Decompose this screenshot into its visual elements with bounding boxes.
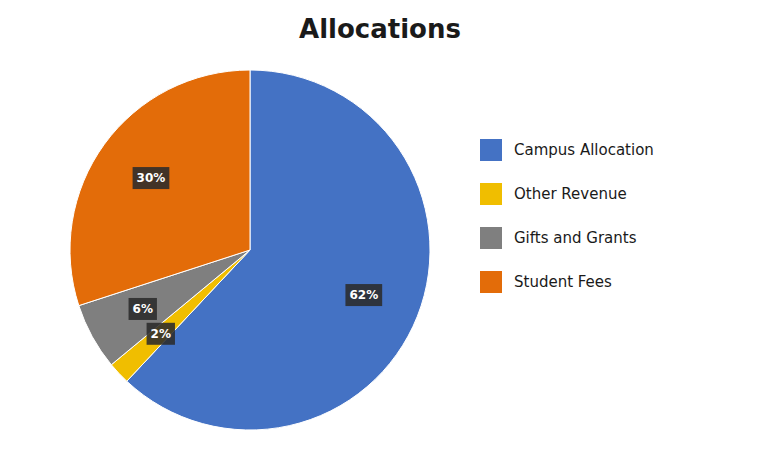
legend-label: Campus Allocation (514, 141, 654, 159)
data-label: 6% (133, 302, 153, 316)
data-label: 62% (349, 288, 378, 302)
data-label-group: 30% (133, 167, 170, 189)
title: Allocations (299, 14, 461, 44)
data-label: 30% (137, 171, 166, 185)
data-label-box (129, 298, 157, 320)
legend-label: Other Revenue (514, 185, 627, 203)
legend: Campus Allocation Other Revenue Gifts and … (480, 139, 654, 293)
data-label-box (133, 167, 170, 189)
data-label-group: 2% (147, 323, 175, 345)
data-label-box (147, 323, 175, 345)
legend-item: Student Fees (480, 271, 612, 293)
legend-swatch (480, 139, 502, 161)
legend-item: Campus Allocation (480, 139, 654, 161)
legend-swatch (480, 183, 502, 205)
pie-slice (70, 70, 250, 306)
legend-label: Gifts and Grants (514, 229, 637, 247)
chart: Allocations 62% 2% 6% 30% Campus Allocation Ot… (0, 0, 760, 455)
legend-item: Other Revenue (480, 183, 627, 205)
data-label-group: 62% (345, 284, 382, 306)
pie (70, 70, 430, 430)
legend-label: Student Fees (514, 273, 612, 291)
data-label: 2% (151, 327, 171, 341)
legend-swatch (480, 227, 502, 249)
data-label-group: 6% (129, 298, 157, 320)
legend-swatch (480, 271, 502, 293)
legend-item: Gifts and Grants (480, 227, 637, 249)
data-labels: 62% 2% 6% 30% (129, 167, 383, 345)
data-label-box (345, 284, 382, 306)
